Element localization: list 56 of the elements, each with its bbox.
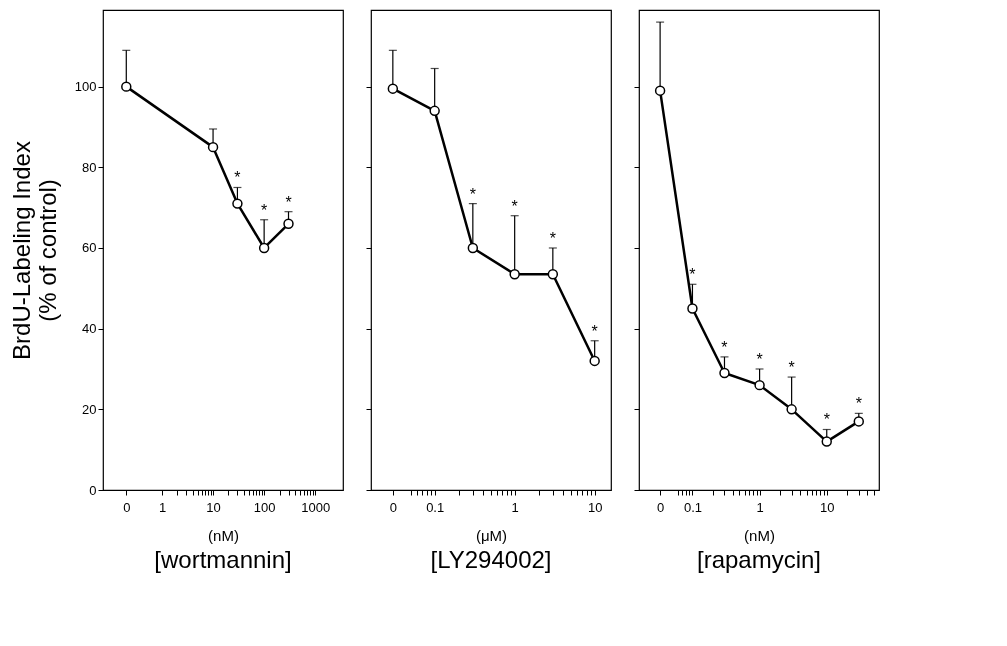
point [589,355,600,367]
point [821,436,832,447]
annotation: * [234,169,241,187]
point [754,379,765,391]
x-tick-label: 1 [511,499,519,515]
text: [LY294002] [430,546,552,573]
x-tick-label: 1000 [301,499,331,515]
point [387,83,399,94]
x-tick-label: 0.1 [426,499,445,515]
point [467,242,479,254]
x-tick-label: 0 [656,499,665,515]
y-tick-label: 0 [89,482,97,498]
x-tick-label: 0.1 [683,499,702,515]
point [786,404,797,415]
annotation: * [285,193,292,211]
annotation: * [261,201,268,219]
text: [rapamycin] [696,546,822,573]
annotation: * [855,395,862,413]
point [719,367,730,379]
point [207,141,219,153]
x-tick-label: 1 [158,499,167,515]
point [654,85,666,96]
annotation: * [788,359,795,377]
point [429,105,440,117]
y-tick-label: 20 [82,401,97,417]
annotation: * [591,322,598,340]
x-tick-label: 1 [756,499,764,515]
x-tick-label: 10 [820,499,835,515]
y-tick-label: 80 [82,159,97,175]
point [547,268,559,280]
y-tick-label: 60 [82,240,97,256]
annotation: * [549,229,556,247]
x-axis-title: (nM) [744,526,775,544]
point [283,218,294,229]
y-axis-title: BrdU-Labeling Index (% of control) [7,141,61,360]
annotation: * [721,338,728,356]
text: [wortmannin] [154,546,292,573]
point [687,303,698,314]
point [258,242,270,254]
annotation: * [689,266,696,284]
x-axis-title: (μM) [475,526,508,544]
x-axis-title: (nM) [208,526,239,544]
point [509,268,520,280]
annotation: * [511,197,518,215]
annotation: * [469,185,476,203]
annotation: * [823,411,830,429]
annotation: * [756,350,763,368]
x-tick-label: 10 [587,499,603,515]
y-tick-label: 100 [74,79,97,95]
x-tick-label: 0 [389,499,397,515]
point [232,198,243,209]
point [853,416,865,427]
x-tick-label: 10 [206,499,221,515]
x-tick-label: 0 [123,499,131,515]
x-tick-label: 100 [253,499,276,515]
y-tick-label: 40 [82,321,97,337]
